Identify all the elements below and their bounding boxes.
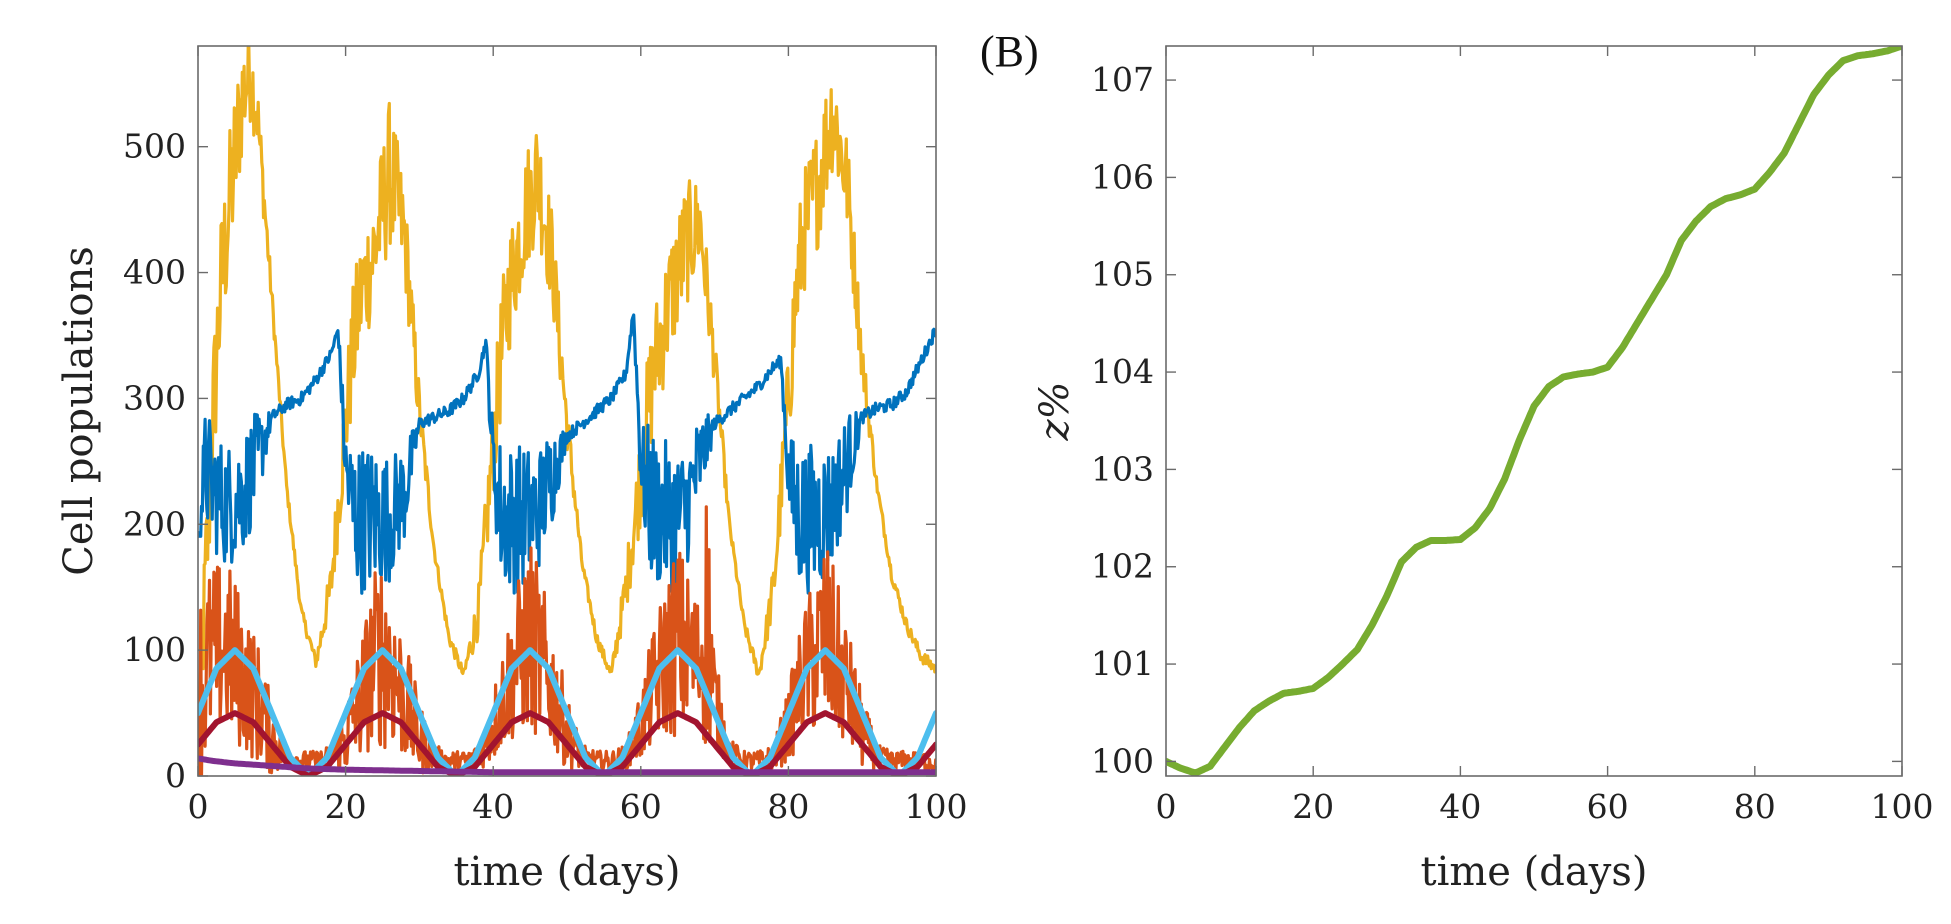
x-tick-label-a: 100 [905,787,968,826]
y-tick-label-b: 101 [1091,644,1154,683]
x-tick-label-a: 20 [325,787,367,826]
y-tick-label-b: 103 [1091,449,1154,488]
y-tick-label-a: 200 [123,504,186,543]
x-tick-label-b: 40 [1439,787,1481,826]
x-tick-label-b: 60 [1587,787,1629,826]
series-line-a-0 [198,46,936,753]
y-tick-label-b: 100 [1091,741,1154,780]
y-tick-label-b: 107 [1091,60,1154,99]
x-axis-label-a: time (days) [454,849,681,895]
series-group-b [1166,46,1902,776]
y-tick-label-a: 0 [165,756,186,795]
panel-label-b: (B) [980,27,1039,76]
series-line-a-2 [198,505,936,776]
x-tick-label-a: 60 [620,787,662,826]
plot-frame-a [197,45,937,777]
x-tick-label-a: 40 [472,787,514,826]
x-tick-label-a: 0 [188,787,209,826]
x-tick-label-b: 100 [1871,787,1934,826]
ticks-group-b: 0 20 40 60 80 100 100 101 102 103 104 105 106 107 [1091,46,1934,826]
plot-frame-b [1165,45,1903,777]
x-tick-label-b: 80 [1734,787,1776,826]
y-tick-label-a: 500 [123,127,186,166]
y-axis-label-b: z% [1032,381,1078,441]
y-axis-label-a: Cell populations [56,246,102,576]
y-tick-label-b: 104 [1091,352,1154,391]
y-tick-label-b: 105 [1091,255,1154,294]
series-line-a-3 [198,647,936,776]
y-tick-label-a: 100 [123,630,186,669]
series-line-a-1 [198,313,936,595]
y-tick-label-b: 102 [1091,547,1154,586]
series-line-a-5 [198,755,936,776]
y-tick-label-a: 300 [123,378,186,417]
chart-panel-a: 0 20 40 60 80 100 0 100 200 300 400 500 time (days)… [56,45,968,895]
y-tick-label-b: 106 [1091,157,1154,196]
series-line-b-0 [1166,46,1902,776]
x-tick-label-b: 20 [1292,787,1334,826]
ticks-group-a: 0 20 40 60 80 100 0 100 200 300 400 500 [123,46,968,826]
y-tick-label-a: 400 [123,253,186,292]
x-tick-label-b: 0 [1156,787,1177,826]
series-group-a [198,46,936,776]
chart-panel-b: (B) 0 20 40 60 80 100 100 101 102 103 104 105 106 107… [980,27,1934,895]
x-tick-label-a: 80 [767,787,809,826]
x-axis-label-b: time (days) [1421,849,1648,895]
